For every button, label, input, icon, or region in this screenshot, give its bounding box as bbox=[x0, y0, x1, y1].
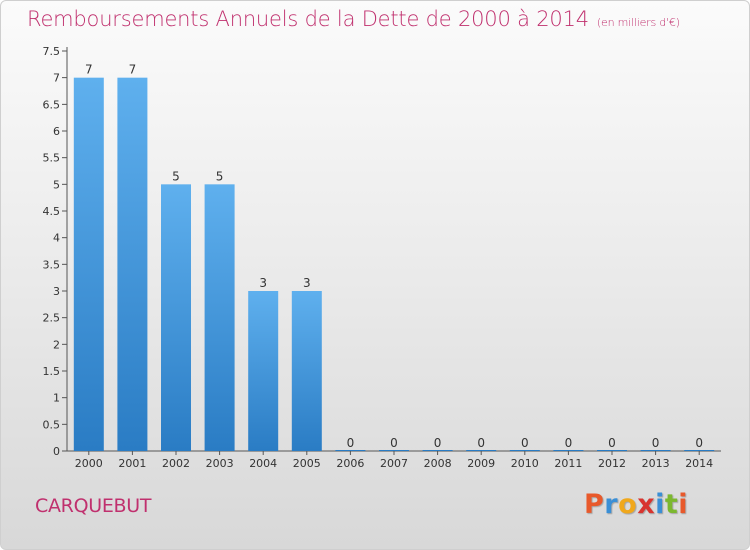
y-tick-label: 3.5 bbox=[43, 258, 61, 271]
bar-2003 bbox=[204, 184, 235, 452]
data-label-2013: 0 bbox=[652, 436, 660, 450]
chart-unit: (en milliers d'€) bbox=[596, 16, 680, 29]
x-tick-label-2004: 2004 bbox=[249, 457, 277, 470]
bar-2001 bbox=[117, 77, 148, 452]
bar-2012 bbox=[597, 450, 627, 451]
data-label-2007: 0 bbox=[390, 436, 398, 450]
data-label-2010: 0 bbox=[521, 436, 529, 450]
data-label-2011: 0 bbox=[565, 436, 573, 450]
data-label-2001: 7 bbox=[129, 63, 137, 77]
y-tick-label: 7.5 bbox=[43, 45, 61, 58]
bar-2014 bbox=[684, 450, 715, 451]
bar-2004 bbox=[248, 291, 279, 451]
x-tick-label-2011: 2011 bbox=[554, 457, 582, 470]
data-label-2014: 0 bbox=[695, 436, 703, 450]
chart-title-text: Remboursements Annuels de la Dette de 20… bbox=[27, 7, 589, 31]
y-tick-label: 1 bbox=[53, 392, 60, 405]
bar-2000 bbox=[73, 77, 104, 452]
x-tick-label-2009: 2009 bbox=[467, 457, 495, 470]
y-tick-label: 4 bbox=[53, 232, 60, 245]
bar-2008 bbox=[422, 450, 453, 451]
x-tick-label-2001: 2001 bbox=[118, 457, 146, 470]
y-tick-label: 2 bbox=[53, 338, 60, 351]
data-label-2008: 0 bbox=[434, 436, 442, 450]
y-tick-label: 0.5 bbox=[43, 418, 61, 431]
y-tick-label: 2.5 bbox=[43, 312, 61, 325]
commune-name: CARQUEBUT bbox=[35, 495, 152, 517]
chart-title: Remboursements Annuels de la Dette de 20… bbox=[27, 7, 680, 31]
y-tick-label: 0 bbox=[53, 445, 60, 458]
y-tick-label: 4.5 bbox=[43, 205, 61, 218]
proxiti-logo: Proxiti bbox=[584, 489, 689, 520]
data-label-2000: 7 bbox=[85, 63, 93, 77]
x-tick-label-2008: 2008 bbox=[424, 457, 452, 470]
data-label-2002: 5 bbox=[172, 169, 180, 183]
data-label-2012: 0 bbox=[608, 436, 616, 450]
x-tick-label-2013: 2013 bbox=[642, 457, 670, 470]
data-label-2005: 3 bbox=[303, 276, 311, 290]
y-tick-label: 5 bbox=[53, 178, 60, 191]
bar-2005 bbox=[291, 291, 322, 451]
x-tick-label-2012: 2012 bbox=[598, 457, 626, 470]
data-label-2003: 5 bbox=[216, 169, 224, 183]
data-label-2006: 0 bbox=[347, 436, 355, 450]
x-tick-label-2000: 2000 bbox=[75, 457, 103, 470]
y-tick-label: 6.5 bbox=[43, 98, 61, 111]
bar-2011 bbox=[553, 450, 584, 451]
x-tick-label-2005: 2005 bbox=[293, 457, 321, 470]
bar-2009 bbox=[466, 450, 497, 451]
y-tick-label: 7 bbox=[53, 72, 60, 85]
y-tick-label: 1.5 bbox=[43, 365, 61, 378]
y-tick-label: 6 bbox=[53, 125, 60, 138]
bar-2006 bbox=[335, 450, 366, 451]
x-tick-label-2014: 2014 bbox=[685, 457, 713, 470]
bar-2002 bbox=[161, 184, 191, 452]
x-tick-label-2010: 2010 bbox=[511, 457, 539, 470]
x-tick-label-2006: 2006 bbox=[336, 457, 364, 470]
x-tick-label-2002: 2002 bbox=[162, 457, 190, 470]
y-tick-label: 5.5 bbox=[43, 152, 61, 165]
x-tick-label-2003: 2003 bbox=[206, 457, 234, 470]
data-label-2004: 3 bbox=[259, 276, 267, 290]
data-label-2009: 0 bbox=[477, 436, 485, 450]
bar-2007 bbox=[379, 450, 409, 451]
bar-2010 bbox=[509, 450, 540, 451]
bar-2013 bbox=[640, 450, 671, 451]
y-tick-label: 3 bbox=[53, 285, 60, 298]
x-tick-label-2007: 2007 bbox=[380, 457, 408, 470]
